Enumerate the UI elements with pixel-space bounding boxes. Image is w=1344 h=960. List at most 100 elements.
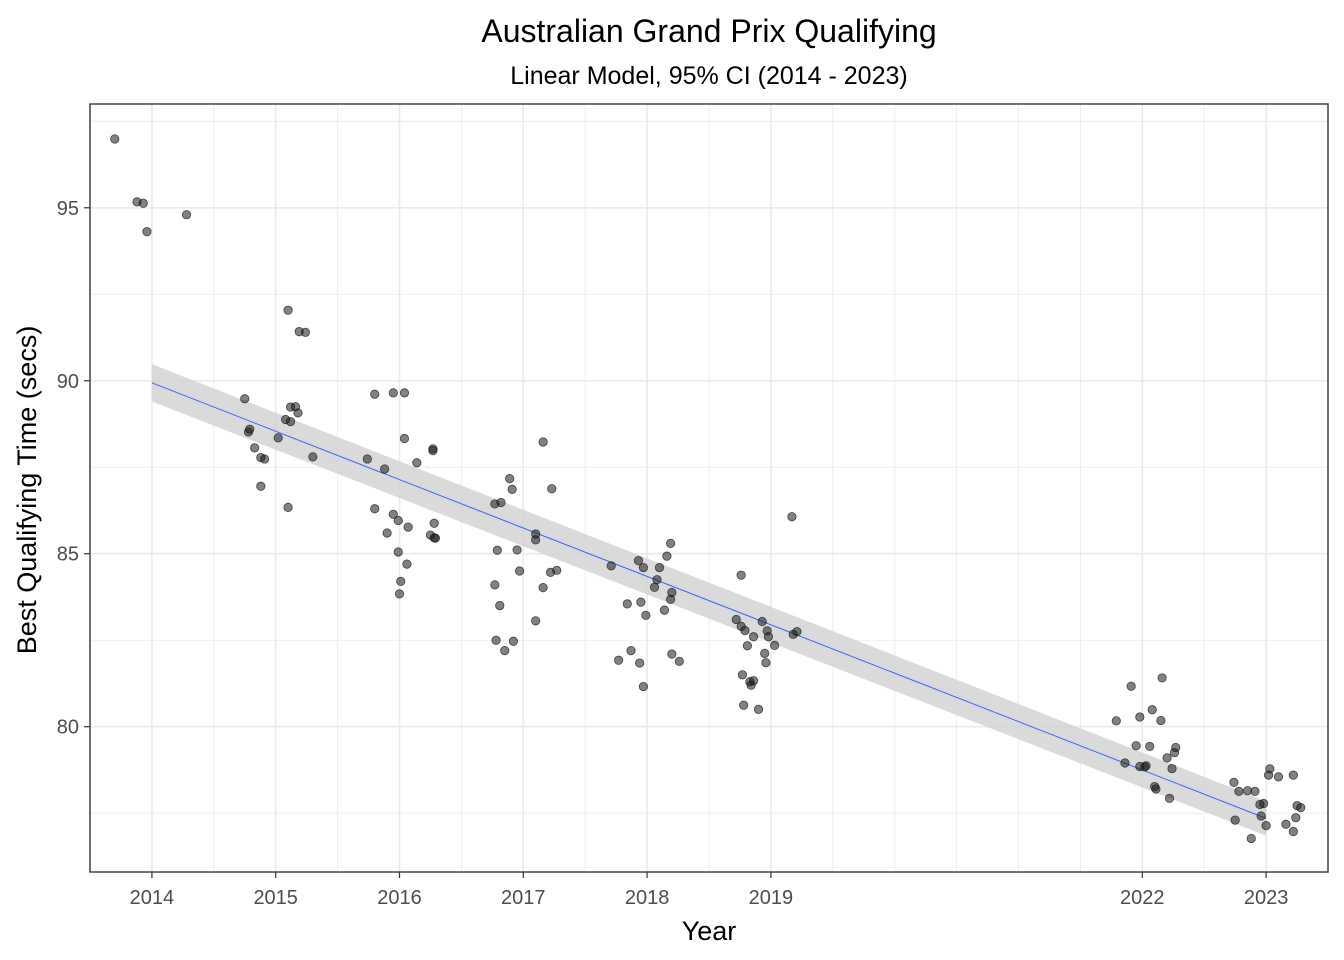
data-point xyxy=(138,198,148,208)
x-tick-label: 2014 xyxy=(130,887,175,909)
data-point xyxy=(399,433,410,444)
data-point xyxy=(394,589,405,599)
data-point xyxy=(508,636,518,646)
data-point xyxy=(490,580,500,590)
data-point xyxy=(300,327,311,337)
data-point xyxy=(283,502,293,512)
data-point xyxy=(396,576,406,587)
data-point xyxy=(763,632,774,642)
data-point xyxy=(412,458,422,468)
data-point xyxy=(622,599,632,609)
data-point xyxy=(293,408,303,418)
regression-line-layer xyxy=(151,382,1267,819)
data-point xyxy=(273,433,283,443)
data-point xyxy=(626,645,636,656)
data-point xyxy=(748,676,759,686)
data-point xyxy=(659,605,670,615)
data-point xyxy=(1234,786,1244,796)
data-point xyxy=(370,389,380,399)
data-point xyxy=(1229,777,1239,788)
data-point xyxy=(770,640,780,651)
data-point xyxy=(388,388,398,398)
data-point xyxy=(259,454,270,464)
data-point xyxy=(652,575,662,585)
data-point xyxy=(382,528,392,538)
data-point xyxy=(1288,770,1298,780)
data-point xyxy=(538,583,548,593)
data-point xyxy=(792,626,802,637)
data-point xyxy=(256,481,266,491)
x-tick-label: 2015 xyxy=(253,887,298,909)
data-point xyxy=(1164,793,1175,803)
data-point xyxy=(736,570,746,580)
data-point xyxy=(492,545,502,555)
data-point xyxy=(429,518,439,528)
x-axis-ticks: 2014 2015 2016 2017 2018 2019 2022 2023 xyxy=(130,872,1289,909)
data-point xyxy=(496,497,506,508)
data-point xyxy=(1261,821,1271,831)
data-points-layer xyxy=(110,134,1306,844)
data-point xyxy=(662,551,672,561)
data-point xyxy=(667,649,677,659)
data-point xyxy=(110,134,120,144)
data-point xyxy=(495,601,505,611)
data-point xyxy=(1230,815,1240,825)
regression-line xyxy=(151,382,1267,819)
data-point xyxy=(547,484,557,494)
data-point xyxy=(638,681,648,692)
data-point xyxy=(731,614,741,625)
data-point xyxy=(739,700,749,710)
data-point xyxy=(507,484,517,494)
data-point xyxy=(737,670,748,680)
confidence-band-layer xyxy=(151,364,1267,836)
confidence-band xyxy=(151,364,1267,836)
data-point xyxy=(760,648,770,658)
data-point xyxy=(491,635,501,645)
y-axis-title: Best Qualifying Time (secs) xyxy=(12,326,42,655)
data-point xyxy=(181,210,192,220)
data-point xyxy=(245,424,255,434)
data-point xyxy=(1273,772,1284,782)
data-point xyxy=(740,625,750,636)
data-point xyxy=(614,655,624,665)
data-point xyxy=(761,658,771,668)
data-point xyxy=(1296,803,1306,813)
data-point xyxy=(787,512,797,522)
data-point xyxy=(1250,786,1260,796)
data-point xyxy=(1246,833,1256,844)
data-point xyxy=(1156,715,1166,726)
data-point xyxy=(500,645,510,656)
data-point xyxy=(430,533,441,543)
data-point xyxy=(388,509,398,519)
data-point xyxy=(1265,764,1275,774)
data-point xyxy=(380,464,390,474)
data-point xyxy=(428,446,438,456)
x-tick-label: 2018 xyxy=(625,887,670,909)
data-point xyxy=(538,437,548,447)
x-tick-label: 2023 xyxy=(1244,887,1289,909)
data-point xyxy=(635,658,645,668)
data-point xyxy=(649,582,660,592)
y-tick-label: 85 xyxy=(57,544,79,566)
x-tick-label: 2016 xyxy=(377,887,422,909)
data-point xyxy=(753,704,764,715)
data-point xyxy=(240,394,250,404)
chart-subtitle: Linear Model, 95% CI (2014 - 2023) xyxy=(510,62,907,90)
data-point xyxy=(1131,741,1141,751)
data-point xyxy=(402,559,412,569)
data-point xyxy=(1256,811,1266,821)
data-point xyxy=(636,597,646,607)
data-point xyxy=(1291,813,1301,823)
data-point xyxy=(748,632,759,642)
data-point xyxy=(1145,741,1155,752)
x-tick-label: 2022 xyxy=(1120,887,1165,909)
data-point xyxy=(666,538,676,548)
data-point xyxy=(393,547,403,557)
data-point xyxy=(514,566,525,576)
data-point xyxy=(1140,762,1150,772)
data-point xyxy=(1151,784,1161,794)
data-point xyxy=(1259,798,1269,809)
data-point xyxy=(505,474,515,484)
data-point xyxy=(1162,753,1172,763)
